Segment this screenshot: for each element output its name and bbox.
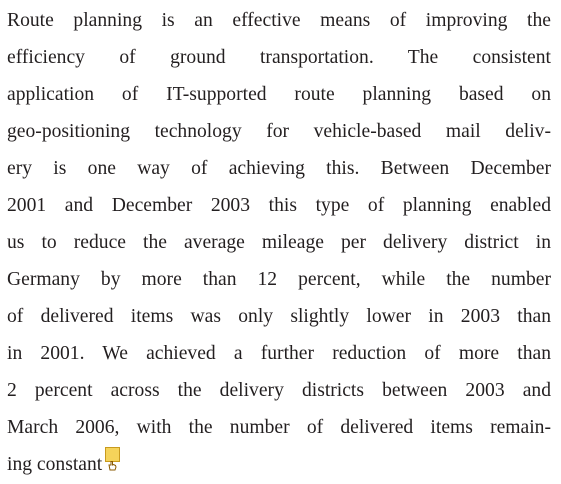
line-text: us to reduce the average mileage per del… (7, 232, 551, 253)
text-line: efficiency of ground transportation. The… (7, 39, 551, 76)
line-text: in 2001. We achieved a further reduction… (7, 343, 551, 364)
text-line: ery is one way of achieving this. Betwee… (7, 150, 551, 187)
text-line: application of IT-supported route planni… (7, 76, 551, 113)
line-text: Route planning is an effective means of … (7, 10, 551, 31)
text-line: 2001 and December 2003 this type of plan… (7, 187, 551, 224)
text-line: us to reduce the average mileage per del… (7, 224, 551, 261)
text-line: ing constant (7, 446, 551, 483)
line-text: application of IT-supported route planni… (7, 84, 551, 105)
text-line: March 2006, with the number of delivered… (7, 409, 551, 446)
text-line: Route planning is an effective means of … (7, 2, 551, 39)
line-text: of delivered items was only slightly low… (7, 306, 551, 327)
link-icon[interactable] (105, 447, 121, 471)
text-line: 2 percent across the delivery districts … (7, 372, 551, 409)
line-text: geo-positioning technology for vehicle-b… (7, 121, 551, 142)
line-text: 2001 and December 2003 this type of plan… (7, 195, 551, 216)
line-text: ery is one way of achieving this. Betwee… (7, 158, 551, 179)
line-text: March 2006, with the number of delivered… (7, 417, 551, 438)
line-text: Germany by more than 12 percent, while t… (7, 269, 551, 290)
text-line: of delivered items was only slightly low… (7, 298, 551, 335)
line-text: efficiency of ground transportation. The… (7, 47, 551, 68)
text-line: in 2001. We achieved a further reduction… (7, 335, 551, 372)
line-text: 2 percent across the delivery districts … (7, 380, 551, 401)
text-line: geo-positioning technology for vehicle-b… (7, 113, 551, 150)
text-line: Germany by more than 12 percent, while t… (7, 261, 551, 298)
line-text: ing constant (7, 454, 103, 475)
